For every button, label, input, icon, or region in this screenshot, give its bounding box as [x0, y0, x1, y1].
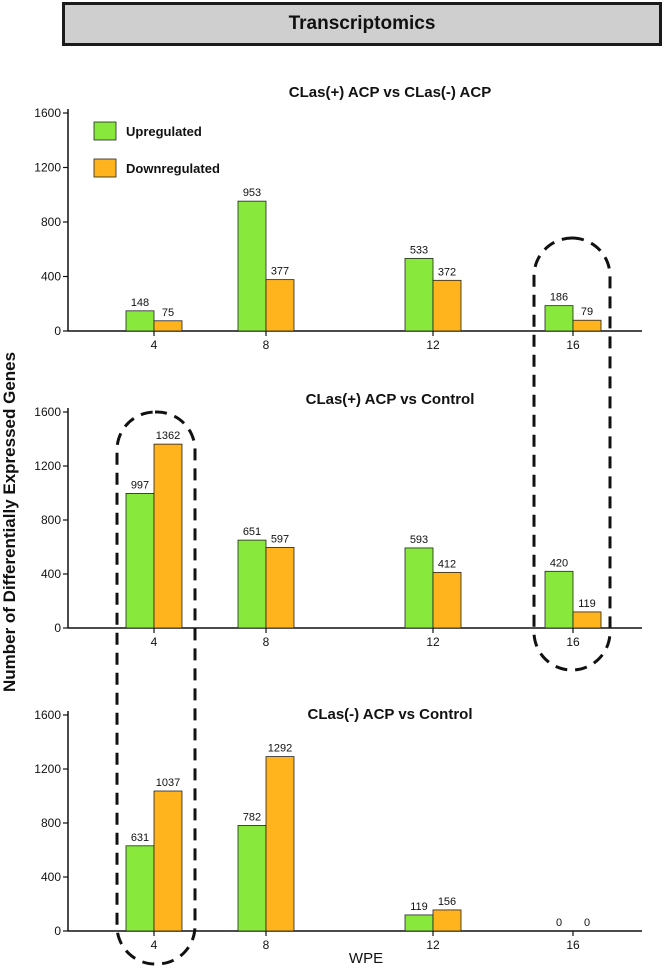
bar-data-label: 1037	[156, 777, 180, 789]
bar-data-label: 782	[243, 811, 261, 823]
bar-upregulated-wpe-4	[125, 310, 155, 332]
x-tick-label: 16	[566, 938, 580, 952]
bar-data-label: 953	[243, 187, 261, 199]
bar-data-label: 412	[438, 558, 456, 570]
y-tick-label: 400	[41, 270, 61, 284]
bar-data-label: 0	[556, 917, 562, 929]
bar-data-label: 119	[578, 598, 596, 610]
bar-downregulated-wpe-8	[265, 756, 295, 932]
x-tick-label: 12	[426, 938, 440, 952]
x-tick-label: 8	[263, 338, 270, 352]
y-tick-label: 1600	[34, 405, 61, 419]
bar-downregulated-wpe-4	[153, 320, 183, 332]
bar-data-label: 651	[243, 526, 261, 538]
chart-panels: CLas(+) ACP vs CLas(-) ACP04008001200160…	[34, 84, 642, 952]
bar-data-label: 533	[410, 244, 428, 256]
highlight-ellipse-4wpe	[115, 410, 197, 966]
y-tick-label: 0	[54, 924, 61, 938]
x-tick-label: 16	[566, 635, 580, 649]
y-tick-label: 400	[41, 870, 61, 884]
bar-upregulated-wpe-12	[404, 914, 434, 932]
x-tick-label: 12	[426, 635, 440, 649]
bar-data-label: 186	[550, 292, 568, 304]
bar-downregulated-wpe-4	[153, 443, 183, 629]
bar-data-label: 75	[162, 307, 174, 319]
legend-swatch-downregulated	[93, 158, 117, 178]
bar-data-label: 631	[131, 832, 149, 844]
y-tick-label: 1200	[34, 459, 61, 473]
x-tick-label: 16	[566, 338, 580, 352]
y-tick-label: 800	[41, 513, 61, 527]
chart-panel-3: CLas(-) ACP vs Control040080012001600463…	[34, 706, 642, 952]
bar-upregulated-wpe-8	[237, 539, 267, 629]
y-tick-label: 1600	[34, 708, 61, 722]
bar-upregulated-wpe-16	[544, 305, 574, 332]
highlight-overlays	[115, 236, 612, 966]
bar-downregulated-wpe-12	[432, 279, 462, 332]
bar-data-label: 1362	[156, 430, 180, 442]
bar-upregulated-wpe-8	[237, 825, 267, 932]
x-tick-label: 12	[426, 338, 440, 352]
bar-data-label: 997	[131, 479, 149, 491]
bar-data-label: 377	[271, 266, 289, 278]
bar-data-label: 1292	[268, 743, 292, 755]
bar-downregulated-wpe-4	[153, 790, 183, 932]
x-tick-label: 4	[151, 635, 158, 649]
y-tick-label: 0	[54, 324, 61, 338]
bar-downregulated-wpe-8	[265, 279, 295, 332]
x-axis-label: WPE	[349, 950, 383, 967]
bar-data-label: 156	[438, 896, 456, 908]
bar-downregulated-wpe-12	[432, 571, 462, 629]
highlight-ellipse-16wpe	[532, 236, 612, 672]
y-axis-label: Number of Differentially Expressed Genes	[0, 352, 19, 692]
chart-panel-2: CLas(+) ACP vs Control 0 400 800 1200 1600 4 99…	[34, 391, 642, 649]
bar-downregulated-wpe-8	[265, 547, 295, 629]
figure-banner: Transcriptomics	[62, 2, 662, 46]
y-tick-label: 400	[41, 567, 61, 581]
y-tick-label: 800	[41, 215, 61, 229]
bar-downregulated-wpe-16	[572, 319, 602, 332]
legend-swatch-upregulated	[93, 121, 117, 141]
y-tick-label: 1600	[34, 106, 61, 120]
bar-data-label: 148	[131, 297, 149, 309]
y-tick-label: 0	[54, 621, 61, 635]
bar-data-label: 119	[410, 901, 428, 913]
x-tick-label: 4	[151, 338, 158, 352]
chart-title: CLas(-) ACP vs Control	[307, 706, 472, 723]
legend-label: Downregulated	[126, 161, 220, 176]
y-tick-label: 1200	[34, 762, 61, 776]
bar-data-label: 593	[410, 534, 428, 546]
bar-downregulated-wpe-16	[572, 611, 602, 629]
bar-downregulated-wpe-12	[432, 909, 462, 932]
x-tick-label: 8	[263, 635, 270, 649]
bar-upregulated-wpe-8	[237, 200, 267, 332]
chart-title: CLas(+) ACP vs CLas(-) ACP	[289, 84, 491, 101]
bar-data-label: 597	[271, 533, 289, 545]
chart-panel-1: CLas(+) ACP vs CLas(-) ACP 0 400 800 1200 160…	[34, 84, 642, 352]
bar-data-label: 420	[550, 557, 568, 569]
y-tick-label: 1200	[34, 161, 61, 175]
bar-upregulated-wpe-16	[544, 570, 574, 629]
bar-upregulated-wpe-4	[125, 845, 155, 932]
chart-title: CLas(+) ACP vs Control	[306, 391, 475, 408]
bar-upregulated-wpe-12	[404, 547, 434, 629]
chart-legend: Upregulated Downregulated	[93, 121, 220, 178]
bar-data-label: 79	[581, 306, 593, 318]
bar-data-label: 0	[584, 917, 590, 929]
y-tick-label: 800	[41, 816, 61, 830]
bar-upregulated-wpe-12	[404, 257, 434, 332]
bar-upregulated-wpe-4	[125, 493, 155, 629]
x-tick-label: 8	[263, 938, 270, 952]
bar-data-label: 372	[438, 266, 456, 278]
legend-label: Upregulated	[126, 124, 202, 139]
x-tick-label: 4	[151, 938, 158, 952]
